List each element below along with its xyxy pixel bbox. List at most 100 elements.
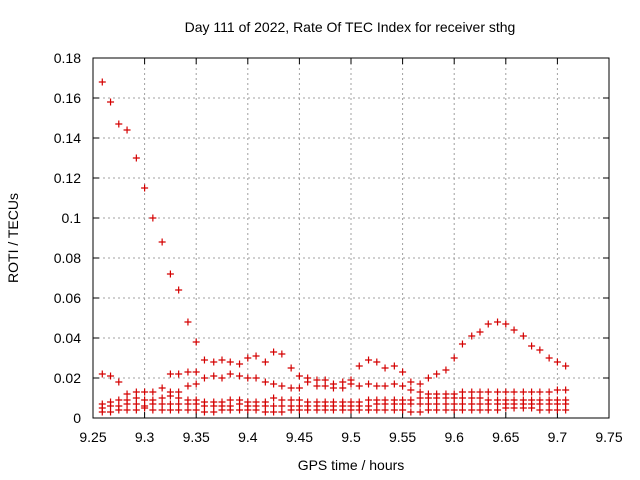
data-point xyxy=(433,370,441,378)
data-point xyxy=(355,362,363,370)
data-point xyxy=(458,394,466,402)
data-point xyxy=(261,378,269,386)
data-point xyxy=(399,368,407,376)
x-tick-label: 9.75 xyxy=(595,429,622,445)
data-point xyxy=(158,238,166,246)
data-point xyxy=(468,388,476,396)
data-point xyxy=(355,406,363,414)
data-point xyxy=(424,394,432,402)
data-point xyxy=(261,402,269,410)
y-tick-label: 0.06 xyxy=(54,290,81,306)
data-point xyxy=(381,364,389,372)
data-point xyxy=(407,378,415,386)
data-point xyxy=(442,394,450,402)
data-point xyxy=(184,400,192,408)
data-point xyxy=(158,400,166,408)
data-point xyxy=(175,370,183,378)
data-point xyxy=(545,406,553,414)
data-point xyxy=(132,154,140,162)
data-point xyxy=(98,408,106,416)
y-axis-label: ROTI / TECUs xyxy=(5,193,21,283)
data-point xyxy=(210,408,218,416)
data-point xyxy=(166,392,174,400)
data-point xyxy=(141,184,149,192)
data-point xyxy=(158,406,166,414)
plot-frame xyxy=(92,57,610,419)
data-point xyxy=(510,404,518,412)
data-point xyxy=(347,380,355,388)
y-tick-label: 0.14 xyxy=(54,130,81,146)
data-point xyxy=(476,400,484,408)
x-tick-label: 9.4 xyxy=(238,429,258,445)
data-point xyxy=(295,384,303,392)
data-point xyxy=(562,362,570,370)
data-point xyxy=(200,408,208,416)
data-point xyxy=(373,400,381,408)
data-point xyxy=(158,394,166,402)
x-tick-label: 9.45 xyxy=(286,429,313,445)
data-point xyxy=(484,320,492,328)
y-axis-tick-labels: 0 0.02 0.04 0.06 0.08 0.1 0.12 0.14 0.16 0.18 xyxy=(54,50,81,426)
data-point xyxy=(416,380,424,388)
data-point xyxy=(149,388,157,396)
data-point xyxy=(339,406,347,414)
data-point xyxy=(390,362,398,370)
data-point xyxy=(226,406,234,414)
data-point xyxy=(553,400,561,408)
chart-title: Day 111 of 2022, Rate Of TEC Index for r… xyxy=(185,19,516,35)
data-point xyxy=(347,406,355,414)
data-point xyxy=(98,78,106,86)
data-point xyxy=(476,406,484,414)
data-point xyxy=(450,406,458,414)
x-tick-label: 9.5 xyxy=(341,429,361,445)
data-point xyxy=(210,372,218,380)
data-point xyxy=(261,358,269,366)
data-point xyxy=(123,126,131,134)
data-point xyxy=(355,382,363,390)
data-point xyxy=(502,388,510,396)
data-point xyxy=(407,400,415,408)
data-point xyxy=(244,406,252,414)
data-point xyxy=(278,396,286,404)
data-point xyxy=(123,390,131,398)
data-point xyxy=(175,394,183,402)
data-point xyxy=(468,394,476,402)
data-point xyxy=(115,396,123,404)
data-point xyxy=(458,388,466,396)
data-point xyxy=(166,370,174,378)
data-point xyxy=(132,388,140,396)
y-tick-label: 0.08 xyxy=(54,250,81,266)
data-point xyxy=(226,358,234,366)
data-point xyxy=(107,372,115,380)
x-tick-label: 9.25 xyxy=(79,429,106,445)
data-point xyxy=(287,406,295,414)
data-point xyxy=(166,400,174,408)
x-tick-label: 9.65 xyxy=(492,429,519,445)
data-point xyxy=(175,286,183,294)
data-point xyxy=(132,406,140,414)
data-point xyxy=(553,358,561,366)
data-point xyxy=(244,374,252,382)
data-point xyxy=(536,346,544,354)
x-tick-label: 9.6 xyxy=(444,429,464,445)
data-point xyxy=(553,406,561,414)
data-point xyxy=(192,338,200,346)
data-point xyxy=(390,400,398,408)
data-point xyxy=(416,408,424,416)
data-point xyxy=(287,396,295,404)
x-tick-label: 9.35 xyxy=(183,429,210,445)
data-point xyxy=(329,406,337,414)
data-point xyxy=(365,396,373,404)
data-point xyxy=(107,408,115,416)
data-point xyxy=(295,396,303,404)
data-point xyxy=(519,332,527,340)
x-tick-label: 9.3 xyxy=(135,429,155,445)
data-point xyxy=(244,354,252,362)
data-point xyxy=(484,406,492,414)
data-point xyxy=(407,386,415,394)
data-point xyxy=(399,406,407,414)
data-point xyxy=(184,406,192,414)
data-point xyxy=(236,360,244,368)
data-point xyxy=(321,382,329,390)
data-point xyxy=(390,380,398,388)
